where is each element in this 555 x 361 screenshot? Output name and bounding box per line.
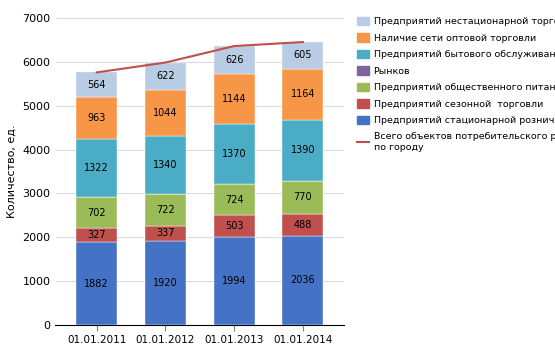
Legend: Предприятий нестационарной торговли, Наличие сети оптовой торговли, Предприятий : Предприятий нестационарной торговли, Нал… bbox=[357, 17, 555, 152]
Text: 1144: 1144 bbox=[222, 93, 246, 104]
Text: 1340: 1340 bbox=[153, 160, 178, 170]
Text: 1390: 1390 bbox=[291, 145, 315, 155]
Text: 622: 622 bbox=[156, 71, 175, 81]
Text: 724: 724 bbox=[225, 195, 244, 205]
Text: 1882: 1882 bbox=[84, 279, 109, 289]
Bar bbox=[76, 197, 117, 228]
Text: 722: 722 bbox=[156, 205, 175, 215]
Text: 770: 770 bbox=[294, 192, 312, 203]
Bar bbox=[282, 236, 324, 325]
Bar bbox=[76, 73, 117, 97]
Bar bbox=[214, 238, 255, 325]
Bar bbox=[214, 184, 255, 216]
Text: 503: 503 bbox=[225, 221, 244, 231]
Text: 337: 337 bbox=[156, 229, 175, 238]
Text: 1322: 1322 bbox=[84, 163, 109, 173]
Bar bbox=[76, 97, 117, 139]
Bar bbox=[214, 216, 255, 238]
Bar bbox=[145, 90, 186, 136]
Bar bbox=[214, 46, 255, 74]
Bar bbox=[145, 226, 186, 241]
Text: 1370: 1370 bbox=[222, 149, 246, 159]
Bar bbox=[145, 241, 186, 325]
Bar bbox=[282, 180, 324, 214]
Bar bbox=[76, 139, 117, 197]
Text: 702: 702 bbox=[88, 208, 106, 218]
Text: 488: 488 bbox=[294, 220, 312, 230]
Bar bbox=[145, 194, 186, 226]
Bar bbox=[282, 214, 324, 236]
Bar bbox=[145, 136, 186, 194]
Text: 1044: 1044 bbox=[153, 108, 178, 118]
Bar bbox=[145, 62, 186, 90]
Text: 327: 327 bbox=[88, 230, 106, 240]
Text: 1164: 1164 bbox=[291, 89, 315, 99]
Text: 2036: 2036 bbox=[291, 275, 315, 285]
Text: 605: 605 bbox=[294, 50, 312, 60]
Bar bbox=[76, 242, 117, 325]
Text: 564: 564 bbox=[88, 80, 106, 90]
Text: 1920: 1920 bbox=[153, 278, 178, 288]
Bar bbox=[214, 74, 255, 124]
Bar bbox=[76, 228, 117, 242]
Bar bbox=[282, 69, 324, 119]
Bar bbox=[282, 119, 324, 180]
Text: 1994: 1994 bbox=[222, 276, 246, 286]
Y-axis label: Количество, ед.: Количество, ед. bbox=[7, 125, 17, 218]
Bar bbox=[214, 124, 255, 184]
Bar bbox=[282, 42, 324, 69]
Text: 626: 626 bbox=[225, 55, 244, 65]
Text: 963: 963 bbox=[88, 113, 106, 123]
